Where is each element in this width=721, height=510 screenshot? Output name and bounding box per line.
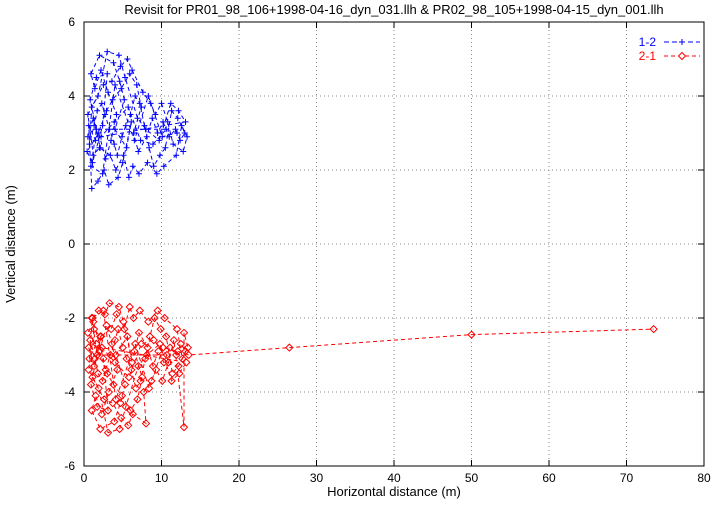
y-tick-label: 4 [68, 89, 75, 103]
y-tick-label: -2 [64, 311, 75, 325]
series-1-2-layer [84, 48, 191, 192]
legend-entry-1-2: 1-2 [639, 35, 700, 49]
y-tick-label: -4 [64, 385, 75, 399]
x-axis-label: Horizontal distance (m) [327, 484, 461, 499]
x-tick-label: 60 [542, 471, 556, 485]
y-tick-label: 2 [68, 163, 75, 177]
legend-entry-2-1: 2-1 [639, 49, 700, 63]
y-tick-label: -6 [64, 459, 75, 473]
x-tick-label: 10 [155, 471, 169, 485]
legend: 1-2 2-1 [639, 35, 700, 63]
series-1-2-line [86, 50, 188, 190]
x-tick-label: 50 [465, 471, 479, 485]
series-2-1-layer [83, 298, 658, 437]
tick-layer: 0 10 20 30 40 50 60 70 80 -6 -4 -2 0 2 4 6 [64, 15, 711, 485]
plot-border [83, 21, 705, 467]
series-2-1-line [87, 302, 654, 434]
x-tick-label: 70 [620, 471, 634, 485]
legend-plus-marker-icon [679, 39, 685, 45]
y-tick-label: 0 [68, 237, 75, 251]
grid-layer [84, 22, 704, 466]
x-tick-label: 20 [232, 471, 246, 485]
series-1-2-markers [84, 48, 191, 192]
legend-label-2-1: 2-1 [639, 49, 657, 63]
x-tick-label: 80 [697, 471, 711, 485]
legend-label-1-2: 1-2 [639, 35, 657, 49]
x-tick-label: 0 [81, 471, 88, 485]
x-tick-label: 40 [387, 471, 401, 485]
x-tick-label: 30 [310, 471, 324, 485]
y-tick-label: 6 [68, 15, 75, 29]
legend-diamond-marker-icon [677, 51, 687, 61]
y-axis-label: Vertical distance (m) [3, 185, 18, 303]
series-2-1-markers [83, 298, 658, 437]
chart-title: Revisit for PR01_98_106+1998-04-16_dyn_0… [124, 2, 663, 17]
